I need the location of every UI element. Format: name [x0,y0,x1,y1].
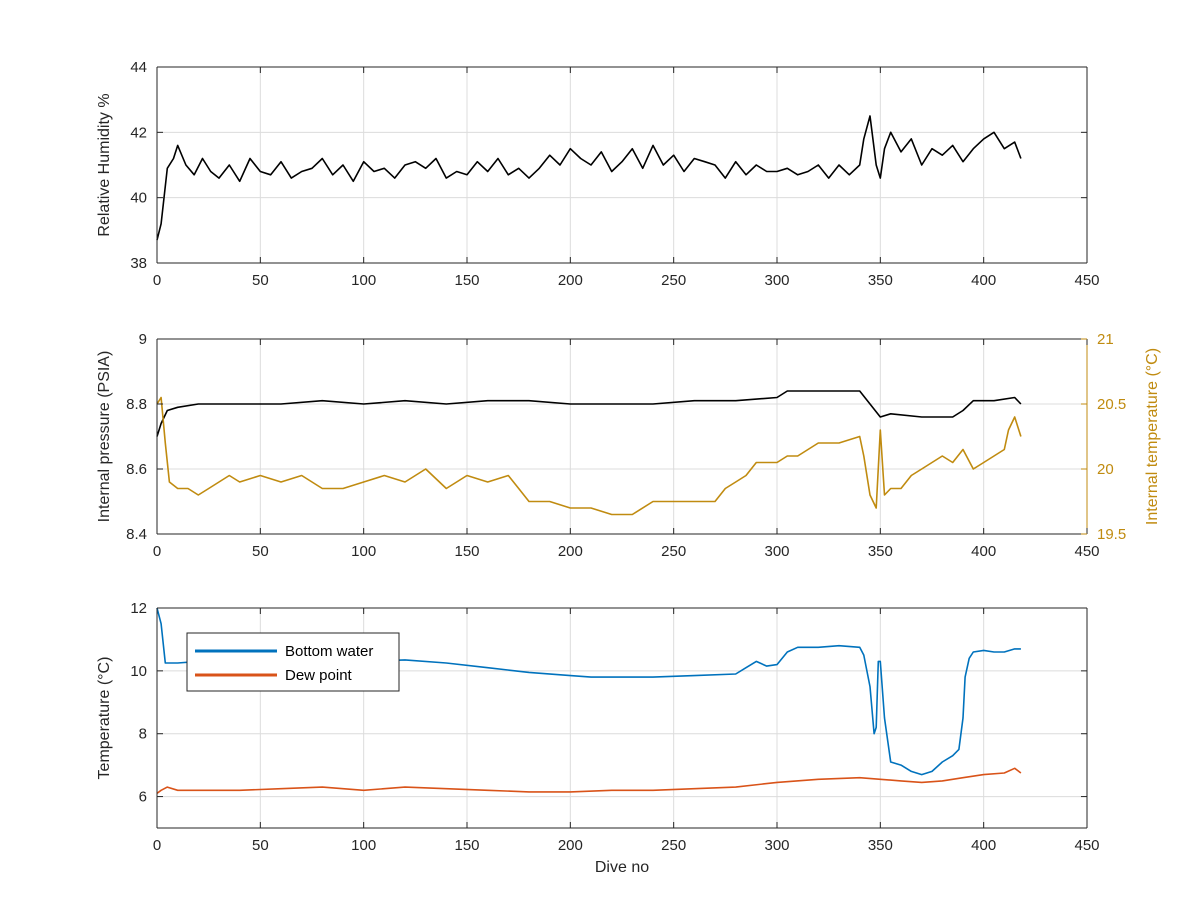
x-tick-label: 300 [764,272,789,289]
plot-area [157,339,1087,534]
x-tick-label: 450 [1074,837,1099,854]
x-tick-label: 250 [661,837,686,854]
y-tick-label: 8.8 [126,396,147,413]
x-tick-label: 50 [252,272,269,289]
x-tick-label: 300 [764,837,789,854]
x-tick-label: 150 [454,837,479,854]
series-line-2-2 [156,396,1022,516]
x-tick-label: 200 [558,272,583,289]
x-tick-label: 100 [351,543,376,560]
y-tick-label: 8.4 [126,526,147,543]
y-tick-label: 8.6 [126,461,147,478]
x-tick-label: 350 [868,837,893,854]
x-tick-label: 0 [153,837,161,854]
x-tick-label: 350 [868,272,893,289]
x-tick-label: 200 [558,543,583,560]
y-tick-label: 42 [130,124,147,141]
x-tick-label: 250 [661,272,686,289]
y-axis-label: Temperature (°C) [96,657,113,780]
y-axis-label: Internal pressure (PSIA) [96,351,113,523]
y-tick-label-right: 20.5 [1097,396,1126,413]
x-tick-label: 100 [351,272,376,289]
x-tick-label: 0 [153,272,161,289]
y-axis-label-right: Internal temperature (°C) [1144,348,1161,525]
x-tick-label: 100 [351,837,376,854]
x-tick-label: 150 [454,272,479,289]
x-tick-label: 300 [764,543,789,560]
y-tick-label-right: 21 [1097,331,1114,348]
x-tick-label: 450 [1074,543,1099,560]
subplot-2: 0 50 100 150 200 250 300 350 400 450 8.4 8.6 8.8 9 19.… [96,331,1161,560]
subplot-1: 0 50 100 150 200 250 300 350 400 450 38 40 42 44 Relat… [96,59,1100,289]
y-tick-label: 12 [130,600,147,617]
x-tick-label: 200 [558,837,583,854]
x-tick-label: 250 [661,543,686,560]
y-tick-label: 9 [139,331,147,348]
plot-area [157,67,1087,263]
x-tick-label: 400 [971,837,996,854]
legend-label: Bottom water [285,643,373,660]
y-tick-label: 8 [139,726,147,743]
x-tick-label: 0 [153,543,161,560]
legend-box [186,632,400,692]
x-tick-label: 400 [971,272,996,289]
x-tick-label: 400 [971,543,996,560]
legend-label: Dew point [285,667,353,684]
x-tick-label: 150 [454,543,479,560]
subplot-3: 0 50 100 150 200 250 300 350 400 450 6 8 10 12 Tempera… [96,600,1100,876]
x-axis-label: Dive no [595,859,649,876]
legend: Bottom water Dew point [186,632,400,692]
y-axis-label: Relative Humidity % [96,93,113,236]
plots: 0 50 100 150 200 250 300 350 400 45038404244Relat… [96,59,1161,876]
x-tick-label: 50 [252,543,269,560]
y-tick-label: 44 [130,59,147,76]
y-tick-label: 10 [130,663,147,680]
x-tick-label: 50 [252,837,269,854]
series-line-dew-point [156,767,1022,795]
x-tick-label: 450 [1074,272,1099,289]
y-tick-label: 6 [139,789,147,806]
series-line-2-1 [156,390,1022,437]
y-tick-label-right: 20 [1097,461,1114,478]
y-tick-label-right: 19.5 [1097,526,1126,543]
y-tick-label: 40 [130,190,147,207]
x-tick-label: 350 [868,543,893,560]
y-tick-label: 38 [130,255,147,272]
series-line-1-1 [156,115,1022,241]
